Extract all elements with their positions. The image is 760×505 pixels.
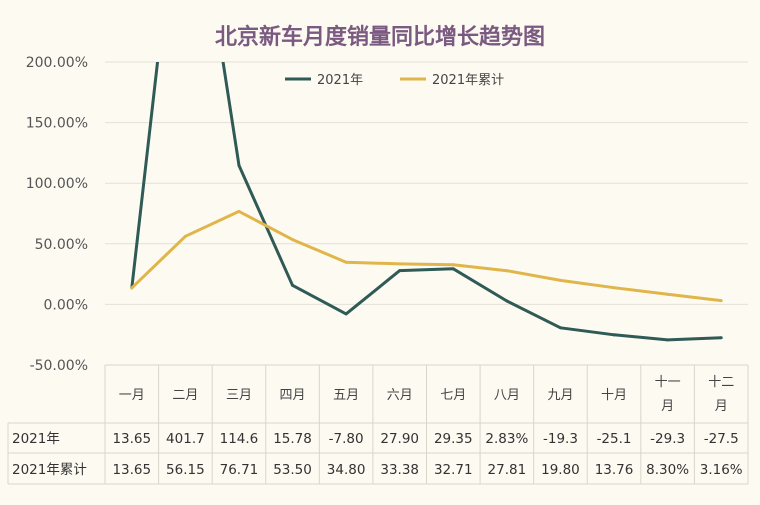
table-cell: 8.30% — [646, 462, 689, 478]
data-point — [451, 267, 455, 271]
category-label: 五月 — [333, 388, 359, 403]
series-line-1 — [130, 209, 722, 303]
data-point — [505, 269, 509, 273]
series-line-0 — [130, 62, 722, 342]
data-point — [612, 333, 616, 337]
category-label: 十月 — [601, 388, 627, 403]
category-label: 二月 — [172, 388, 198, 403]
table-row-header: 2021年 — [12, 431, 60, 447]
table-cell: 114.6 — [220, 431, 259, 447]
table-cell: 3.16% — [700, 462, 743, 478]
table-cell: 13.65 — [112, 431, 151, 447]
data-point — [666, 292, 670, 296]
table-cell: -19.3 — [543, 431, 578, 447]
y-tick-label: 100.00% — [26, 176, 88, 192]
legend-label: 2021年累计 — [432, 73, 504, 88]
category-label: 一月 — [119, 388, 145, 403]
table-cell: 13.65 — [112, 462, 151, 478]
category-label: 九月 — [547, 388, 573, 403]
y-tick-label: 150.00% — [26, 116, 88, 132]
y-axis: -50.00% 0.00% 50.00% 100.00% 150.00% 200.00% — [26, 55, 88, 374]
table-cell: 34.80 — [327, 462, 366, 478]
table-cell: -7.80 — [329, 431, 364, 447]
table-cell: 56.15 — [166, 462, 205, 478]
table-cell: 76.71 — [220, 462, 259, 478]
data-point — [505, 299, 509, 303]
category-label: 四月 — [280, 388, 306, 403]
data-point — [130, 286, 134, 290]
grid — [105, 61, 748, 366]
table-cell: 401.7 — [166, 431, 205, 447]
table-cell: 27.90 — [380, 431, 419, 447]
y-tick-label: 50.00% — [35, 237, 88, 253]
data-point — [719, 336, 723, 340]
category-label: 七月 — [440, 388, 466, 403]
plot-area — [130, 62, 723, 342]
table-cell: 2.83% — [485, 431, 528, 447]
chart-title: 北京新车月度销量同比增长趋势图 — [215, 24, 545, 50]
table-cell: 33.38 — [380, 462, 419, 478]
table-cell: 15.78 — [273, 431, 312, 447]
data-point — [237, 164, 241, 168]
category-label: 八月 — [494, 388, 520, 403]
table-cell: 32.71 — [434, 462, 473, 478]
data-point — [291, 283, 295, 287]
data-point — [451, 263, 455, 267]
data-point — [558, 278, 562, 282]
data-point — [344, 312, 348, 316]
legend-label: 2021年 — [317, 73, 363, 88]
table-row-header: 2021年累计 — [12, 462, 87, 478]
data-point — [291, 238, 295, 242]
category-label: 十二月 — [708, 375, 734, 414]
data-point — [183, 234, 187, 238]
y-tick-label: 0.00% — [44, 297, 88, 313]
table-cell: 19.80 — [541, 462, 580, 478]
y-tick-label: -50.00% — [30, 358, 88, 374]
category-label: 十一月 — [655, 375, 681, 414]
category-label: 三月 — [226, 388, 252, 403]
data-point — [612, 286, 616, 290]
data-point — [666, 338, 670, 342]
y-tick-label: 200.00% — [26, 55, 88, 71]
data-point — [237, 209, 241, 213]
data-point — [558, 326, 562, 330]
data-point — [398, 269, 402, 273]
data-table: 一月 二月 三月 四月 五月 六月 七月 八月 九月 十月 十一月 十二月 2021年 13.65 401.… — [7, 364, 749, 485]
table-cell: 53.50 — [273, 462, 312, 478]
table-cell: 13.76 — [595, 462, 634, 478]
data-point — [344, 260, 348, 264]
table-cell: 27.81 — [488, 462, 527, 478]
table-cell: -25.1 — [597, 431, 632, 447]
table-cell: -29.3 — [650, 431, 685, 447]
data-point — [398, 262, 402, 266]
data-point — [719, 299, 723, 303]
table-cell: 29.35 — [434, 431, 473, 447]
category-label: 六月 — [387, 388, 413, 403]
legend: 2021年 2021年累计 — [285, 73, 504, 88]
table-cell: -27.5 — [704, 431, 739, 447]
